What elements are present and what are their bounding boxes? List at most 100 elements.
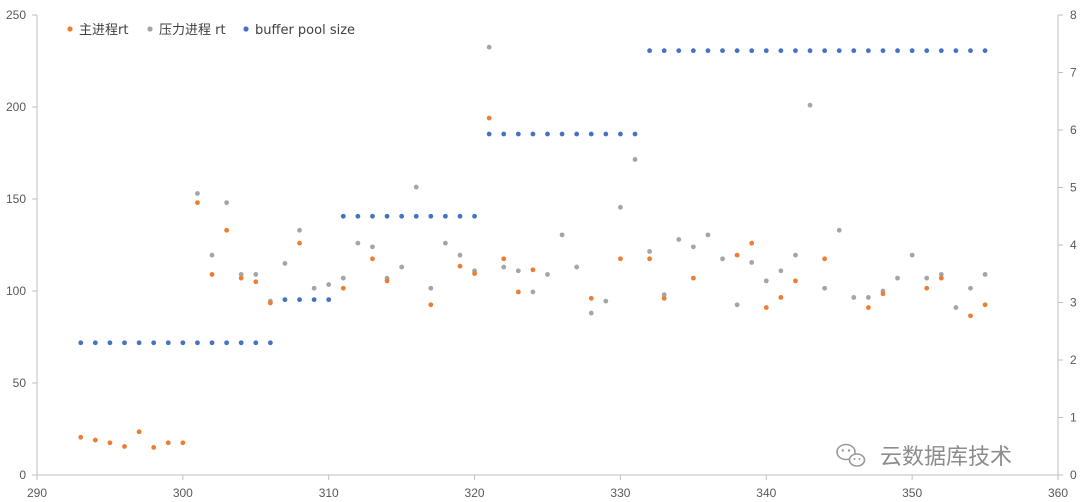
data-point <box>559 131 565 137</box>
data-point <box>982 272 988 277</box>
data-point <box>457 263 463 269</box>
data-point <box>865 295 871 300</box>
data-point <box>501 256 507 262</box>
legend-marker <box>243 26 249 32</box>
y2-tick-label: 0 <box>1070 468 1077 482</box>
data-point <box>501 131 507 137</box>
data-point <box>545 131 550 137</box>
data-point <box>355 213 361 219</box>
data-point <box>749 240 755 246</box>
data-point <box>588 295 594 301</box>
data-point <box>647 256 652 262</box>
data-point <box>326 282 332 287</box>
data-point <box>661 292 667 298</box>
tick-labels: 290 300 310 320 330 340 350 3600501001502002500… <box>6 8 1077 500</box>
data-point <box>107 440 113 446</box>
data-point <box>618 204 623 210</box>
data-point <box>968 313 973 319</box>
data-point <box>676 237 682 242</box>
data-point <box>107 340 113 346</box>
data-point <box>297 227 302 233</box>
data-point <box>953 48 959 54</box>
data-point <box>486 115 492 121</box>
y2-tick-label: 7 <box>1070 66 1077 80</box>
data-point <box>209 272 215 277</box>
data-point <box>588 310 594 316</box>
series-0 <box>78 115 988 450</box>
data-point <box>793 278 798 284</box>
data-point <box>793 252 798 258</box>
data-point <box>355 240 361 246</box>
data-point <box>938 275 944 281</box>
legend-marker <box>147 26 153 32</box>
data-point <box>851 48 857 54</box>
x-tick-label: 320 <box>465 486 485 500</box>
data-point <box>428 302 434 308</box>
data-point <box>778 268 784 274</box>
data-point <box>749 260 755 265</box>
legend-label: buffer pool size <box>255 23 355 38</box>
data-point <box>763 305 769 310</box>
series-2 <box>78 48 988 346</box>
data-point <box>778 295 784 300</box>
data-point <box>559 232 565 238</box>
watermark-text: 云数据库技术 <box>880 445 1012 470</box>
data-point <box>778 48 784 54</box>
data-point <box>224 340 230 346</box>
y-tick-label: 100 <box>6 284 26 298</box>
data-point <box>749 48 755 54</box>
data-point <box>530 131 536 137</box>
data-point <box>78 434 84 440</box>
data-point <box>705 48 711 54</box>
data-point <box>574 131 580 137</box>
data-point <box>924 285 930 291</box>
data-point <box>92 340 98 346</box>
data-point <box>982 302 988 308</box>
data-point <box>661 295 667 301</box>
data-point <box>443 240 448 246</box>
data-point <box>151 445 157 450</box>
data-point <box>195 340 200 346</box>
data-point <box>282 297 288 303</box>
data-point <box>938 48 944 54</box>
data-point <box>370 213 375 219</box>
data-point <box>486 131 492 137</box>
data-point <box>92 437 98 443</box>
data-point <box>895 48 900 54</box>
data-point <box>209 252 215 258</box>
data-point <box>340 275 346 281</box>
data-point <box>238 340 244 346</box>
data-point <box>253 272 259 277</box>
data-point <box>836 48 842 54</box>
legend-item: 主进程rt <box>67 23 128 38</box>
data-point <box>340 213 346 219</box>
data-point <box>267 340 273 346</box>
data-point <box>618 256 623 262</box>
data-point <box>472 271 477 276</box>
data-point <box>122 444 127 449</box>
data-point <box>822 256 828 262</box>
data-point <box>807 102 813 108</box>
data-point <box>457 252 463 258</box>
data-point <box>297 297 302 303</box>
legend-label: 主进程rt <box>79 23 128 38</box>
data-point <box>180 440 186 446</box>
x-tick-label: 290 <box>27 486 47 500</box>
y-tick-label: 50 <box>13 376 27 390</box>
data-point <box>136 340 142 346</box>
data-point <box>851 295 857 300</box>
y2-tick-label: 5 <box>1070 181 1077 195</box>
data-point <box>924 48 930 54</box>
y2-tick-label: 6 <box>1070 123 1077 137</box>
data-point <box>515 268 521 274</box>
y-tick-label: 200 <box>6 100 26 114</box>
data-point <box>909 48 915 54</box>
data-point <box>734 48 740 54</box>
data-point <box>705 232 711 238</box>
data-point <box>267 300 273 306</box>
data-point <box>968 48 973 54</box>
data-point <box>690 48 696 54</box>
data-point <box>632 131 638 137</box>
watermark: 云数据库技术 <box>836 443 1012 470</box>
data-point <box>982 48 988 54</box>
